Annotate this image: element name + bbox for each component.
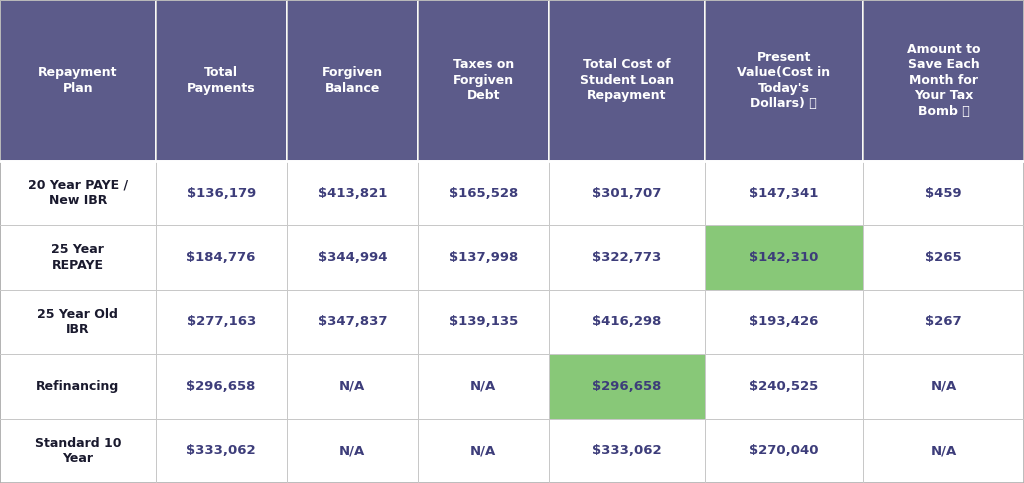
Bar bbox=[287, 419, 418, 483]
Bar bbox=[549, 419, 705, 483]
Text: $265: $265 bbox=[926, 251, 962, 264]
Bar bbox=[156, 225, 287, 290]
Text: $459: $459 bbox=[926, 186, 962, 199]
Bar bbox=[418, 354, 549, 419]
Bar bbox=[549, 161, 705, 225]
Text: N/A: N/A bbox=[931, 444, 956, 457]
Text: $193,426: $193,426 bbox=[750, 315, 818, 328]
Bar bbox=[418, 419, 549, 483]
Bar bbox=[0, 0, 156, 161]
Text: $322,773: $322,773 bbox=[592, 251, 662, 264]
Bar bbox=[863, 161, 1024, 225]
Bar bbox=[287, 225, 418, 290]
Text: Taxes on
Forgiven
Debt: Taxes on Forgiven Debt bbox=[453, 58, 514, 102]
Bar bbox=[549, 354, 705, 419]
Bar bbox=[156, 161, 287, 225]
Text: $165,528: $165,528 bbox=[449, 186, 518, 199]
Text: $137,998: $137,998 bbox=[449, 251, 518, 264]
Bar bbox=[156, 354, 287, 419]
Bar bbox=[549, 0, 705, 161]
Text: Forgiven
Balance: Forgiven Balance bbox=[322, 66, 383, 95]
Bar bbox=[863, 0, 1024, 161]
Text: $277,163: $277,163 bbox=[186, 315, 256, 328]
Text: 25 Year Old
IBR: 25 Year Old IBR bbox=[38, 308, 118, 336]
Bar bbox=[0, 354, 156, 419]
Text: N/A: N/A bbox=[339, 444, 366, 457]
Bar bbox=[705, 161, 863, 225]
Text: Amount to
Save Each
Month for
Your Tax
Bomb ⓘ: Amount to Save Each Month for Your Tax B… bbox=[907, 43, 980, 118]
Bar bbox=[549, 225, 705, 290]
Bar bbox=[287, 354, 418, 419]
Bar bbox=[863, 290, 1024, 354]
Bar bbox=[549, 290, 705, 354]
Text: $184,776: $184,776 bbox=[186, 251, 256, 264]
Bar bbox=[0, 161, 156, 225]
Bar bbox=[287, 161, 418, 225]
Bar bbox=[705, 225, 863, 290]
Bar bbox=[705, 0, 863, 161]
Text: $301,707: $301,707 bbox=[592, 186, 662, 199]
Text: Present
Value(Cost in
Today's
Dollars) ⓘ: Present Value(Cost in Today's Dollars) ⓘ bbox=[737, 51, 830, 110]
Bar bbox=[705, 290, 863, 354]
Bar bbox=[705, 354, 863, 419]
Text: $413,821: $413,821 bbox=[317, 186, 387, 199]
Bar bbox=[863, 225, 1024, 290]
Text: $296,658: $296,658 bbox=[186, 380, 256, 393]
Text: $267: $267 bbox=[926, 315, 962, 328]
Text: $270,040: $270,040 bbox=[750, 444, 818, 457]
Bar bbox=[418, 290, 549, 354]
Bar bbox=[0, 419, 156, 483]
Text: 25 Year
REPAYE: 25 Year REPAYE bbox=[51, 243, 104, 272]
Bar bbox=[418, 0, 549, 161]
Text: Refinancing: Refinancing bbox=[36, 380, 120, 393]
Bar bbox=[705, 419, 863, 483]
Text: Total Cost of
Student Loan
Repayment: Total Cost of Student Loan Repayment bbox=[580, 58, 674, 102]
Bar bbox=[0, 290, 156, 354]
Text: Standard 10
Year: Standard 10 Year bbox=[35, 437, 121, 465]
Bar bbox=[287, 290, 418, 354]
Text: $240,525: $240,525 bbox=[750, 380, 818, 393]
Bar bbox=[863, 354, 1024, 419]
Text: Repayment
Plan: Repayment Plan bbox=[38, 66, 118, 95]
Text: $136,179: $136,179 bbox=[186, 186, 256, 199]
Text: $147,341: $147,341 bbox=[750, 186, 818, 199]
Bar bbox=[287, 0, 418, 161]
Text: N/A: N/A bbox=[339, 380, 366, 393]
Text: $142,310: $142,310 bbox=[750, 251, 818, 264]
Text: N/A: N/A bbox=[931, 380, 956, 393]
Text: $347,837: $347,837 bbox=[317, 315, 387, 328]
Text: N/A: N/A bbox=[470, 444, 497, 457]
Bar bbox=[156, 419, 287, 483]
Bar bbox=[156, 0, 287, 161]
Text: $296,658: $296,658 bbox=[592, 380, 662, 393]
Text: $416,298: $416,298 bbox=[592, 315, 662, 328]
Text: $139,135: $139,135 bbox=[449, 315, 518, 328]
Text: $333,062: $333,062 bbox=[592, 444, 662, 457]
Text: $344,994: $344,994 bbox=[317, 251, 387, 264]
Bar bbox=[0, 225, 156, 290]
Text: N/A: N/A bbox=[470, 380, 497, 393]
Bar bbox=[418, 225, 549, 290]
Text: $333,062: $333,062 bbox=[186, 444, 256, 457]
Bar bbox=[156, 290, 287, 354]
Bar bbox=[863, 419, 1024, 483]
Text: Total
Payments: Total Payments bbox=[186, 66, 256, 95]
Bar bbox=[418, 161, 549, 225]
Text: 20 Year PAYE /
New IBR: 20 Year PAYE / New IBR bbox=[28, 179, 128, 207]
